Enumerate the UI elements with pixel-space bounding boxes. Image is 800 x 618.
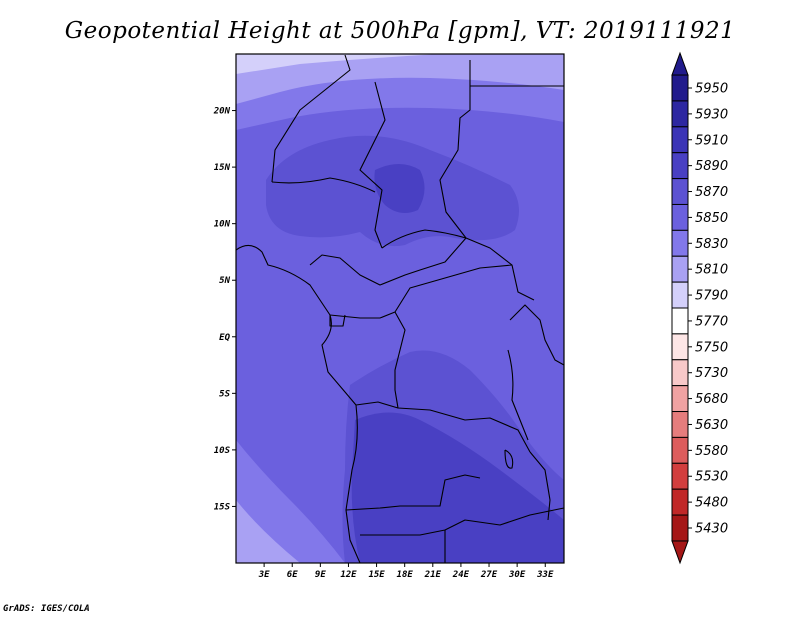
colorbar-swatch (671, 307, 689, 335)
colorbar-level-label: 5790 (695, 289, 728, 304)
colorbar-level-label: 5810 (695, 263, 728, 278)
colorbar-swatch (671, 229, 689, 257)
country-borders (236, 54, 564, 563)
colorbar-level-label: 5430 (695, 522, 728, 537)
y-tick-label: 5N (219, 276, 230, 286)
colorbar-level-label: 5750 (695, 340, 728, 355)
x-tick-label: 6E (287, 570, 298, 580)
colorbar-level-label: 5850 (695, 211, 728, 226)
colorbar-level-label: 5870 (695, 185, 728, 200)
colorbar-swatch (671, 462, 689, 490)
y-tick-label: 10S (214, 446, 231, 456)
x-tick-label: 12E (340, 570, 357, 580)
colorbar-swatch (671, 333, 689, 361)
contour-band-5890-south (351, 412, 564, 563)
colorbar-level-label: 5910 (695, 133, 728, 148)
colorbar-swatch (671, 385, 689, 413)
y-tick-label: 15S (214, 502, 231, 512)
contour-band-5790-north (236, 54, 440, 74)
colorbar-swatch (671, 359, 689, 387)
x-tick-label: 9E (315, 570, 326, 580)
colorbar-swatch (671, 514, 689, 542)
contour-band-5810-north (236, 54, 564, 104)
colorbar-swatch (671, 74, 689, 102)
contour-band-5890-north (374, 164, 425, 214)
colorbar-level-label: 5630 (695, 418, 728, 433)
colorbar-level-label: 5830 (695, 237, 728, 252)
colorbar-level-label: 5890 (695, 159, 728, 174)
colorbar-level-label: 5930 (695, 107, 728, 122)
x-tick-label: 3E (258, 570, 270, 580)
colorbar-top-arrow (671, 51, 689, 76)
y-tick-label: EQ (219, 333, 230, 343)
colorbar-bottom-arrow (671, 540, 689, 565)
colorbar-swatch (671, 281, 689, 309)
contour-field (236, 54, 564, 563)
y-tick-label: 10N (214, 220, 231, 230)
chart-title: Geopotential Height at 500hPa [gpm], VT:… (64, 18, 736, 44)
grads-credit: GrADS: IGES/COLA (3, 604, 90, 614)
colorbar-swatch (671, 411, 689, 438)
x-tick-label: 33E (536, 570, 554, 580)
colorbar-level-label: 5680 (695, 392, 728, 407)
colorbar-swatch (671, 255, 689, 283)
y-tick-label: 5S (219, 389, 230, 399)
x-tick-label: 15E (368, 570, 385, 580)
x-axis: 3E 6E 9E 12E 15E 18E 21E 24E 27E 30E 33E (258, 563, 554, 580)
x-tick-label: 24E (452, 570, 470, 580)
colorbar-swatch (671, 436, 689, 464)
x-tick-label: 27E (480, 570, 498, 580)
colorbar-swatch (671, 488, 689, 516)
plot-frame (235, 53, 565, 564)
colorbar: 5950 5930 5910 5890 5870 5850 5830 5810 5790 5770… (671, 51, 728, 565)
y-tick-label: 15N (214, 163, 231, 173)
colorbar-swatch (671, 178, 689, 205)
colorbar-level-label: 5580 (695, 444, 728, 459)
colorbar-level-label: 5950 (695, 82, 728, 97)
colorbar-swatch (671, 203, 689, 231)
y-tick-label: 20N (213, 107, 231, 117)
colorbar-level-label: 5480 (695, 496, 728, 511)
colorbar-swatch (671, 126, 689, 154)
contour-band-5810-southwest (236, 500, 300, 563)
colorbar-level-label: 5730 (695, 366, 728, 381)
x-tick-label: 30E (508, 570, 526, 580)
colorbar-level-label: 5770 (695, 314, 728, 329)
colorbar-swatch (671, 152, 689, 180)
colorbar-swatch (671, 100, 689, 128)
y-axis: 20N 15N 10N 5N EQ 5S 10S 15S (213, 107, 236, 512)
x-tick-label: 21E (424, 570, 442, 580)
x-tick-label: 18E (397, 570, 414, 580)
colorbar-level-label: 5530 (695, 470, 728, 485)
